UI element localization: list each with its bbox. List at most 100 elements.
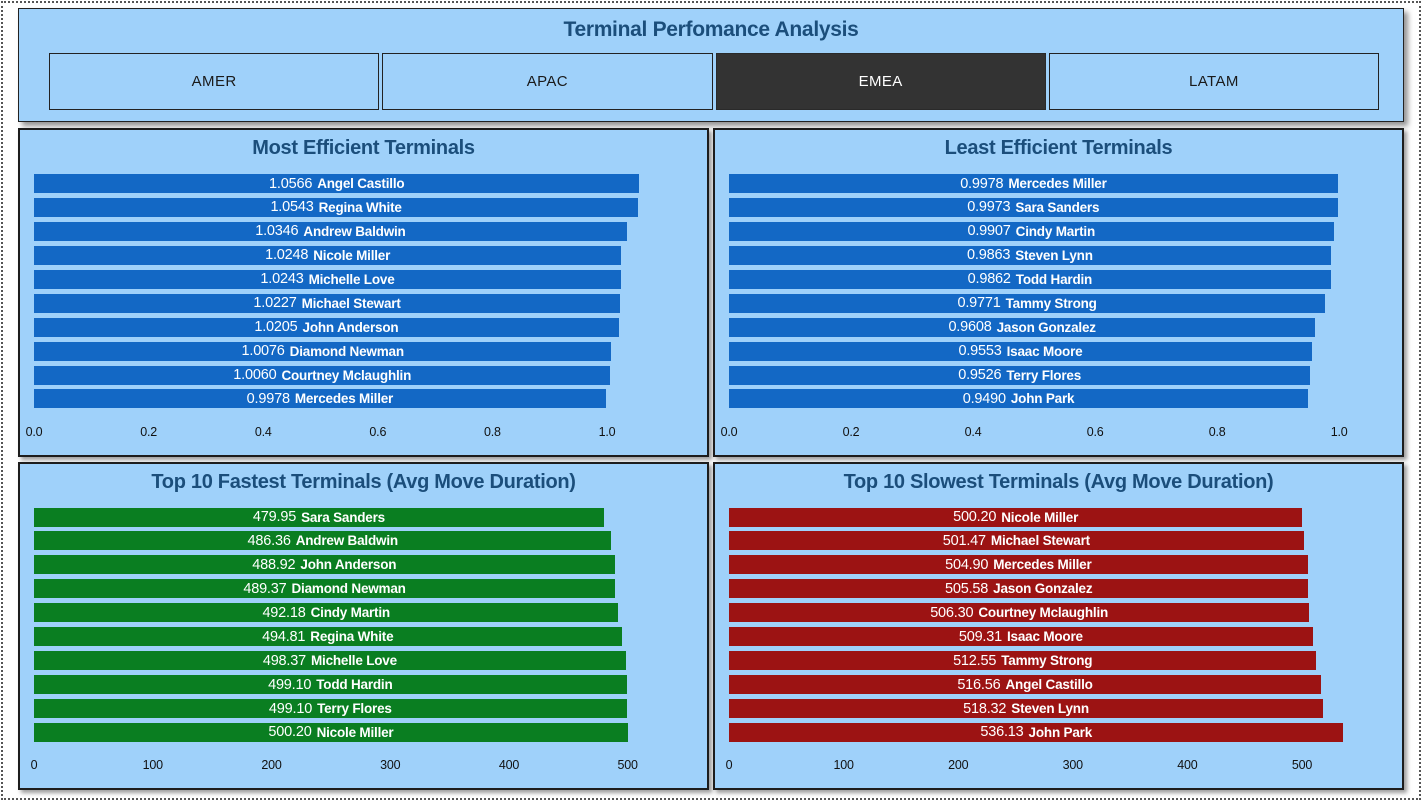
bar[interactable]: 1.0543 Regina White (34, 197, 639, 217)
bar[interactable]: 1.0566 Angel Castillo (34, 174, 640, 193)
bar[interactable]: 479.95 Sara Sanders (34, 507, 604, 527)
axis-tick-label: 200 (261, 758, 282, 772)
axis-tick-label: 100 (142, 758, 163, 772)
bar[interactable]: 488.92 John Anderson (34, 555, 615, 575)
bar[interactable]: 509.31 Isaac Moore (729, 627, 1313, 647)
tab-emea[interactable]: EMEA (715, 53, 1046, 110)
bar[interactable]: 492.18 Cindy Martin (34, 603, 619, 623)
bar[interactable]: 0.9771 Tammy Strong (729, 293, 1326, 313)
bar-value-label: 0.9978 (246, 390, 290, 407)
bar-row: 0.9608 Jason Gonzalez (729, 317, 1388, 337)
bar[interactable]: 0.9862 Todd Hardin (729, 269, 1331, 289)
x-axis: 0.0 0.2 0.4 0.6 0.8 1.0 (26, 425, 693, 441)
bar-plot-area: 0.9978 Mercedes Miller 0.9973 Sara Sanders 0… (729, 174, 1388, 409)
bar-row: 1.0346 Andrew Baldwin (34, 221, 693, 241)
bar[interactable]: 499.10 Todd Hardin (34, 675, 627, 695)
tab-amer[interactable]: AMER (49, 53, 380, 110)
axis-tick-label: 500 (1291, 758, 1313, 772)
chart-title: Top 10 Slowest Terminals (Avg Move Durat… (843, 470, 1274, 493)
bar[interactable]: 0.9526 Terry Flores (729, 365, 1311, 385)
axis-tick-label: 400 (498, 758, 520, 772)
bar[interactable]: 506.30 Courtney Mclaughlin (729, 603, 1310, 623)
bar-value-label: 0.9490 (962, 390, 1006, 407)
bar-value-label: 536.13 (980, 724, 1024, 741)
bar[interactable]: 0.9863 Steven Lynn (729, 245, 1331, 265)
bar-row: 0.9978 Mercedes Miller (729, 174, 1388, 193)
bar-value-label: 518.32 (963, 700, 1007, 717)
bar[interactable]: 505.58 Jason Gonzalez (729, 579, 1309, 599)
chart-title: Most Efficient Terminals (252, 137, 475, 159)
axis-tick-label: 0.2 (842, 424, 860, 439)
bar-value-label: 489.37 (243, 580, 287, 597)
bar-value-label: 1.0543 (270, 199, 314, 216)
bar[interactable]: 498.37 Michelle Love (34, 651, 626, 671)
bar-category-label: Sara Sanders (301, 509, 385, 525)
axis-tick-label: 400 (1177, 758, 1198, 772)
bar-category-label: Michael Stewart (301, 295, 401, 311)
bar-category-label: Isaac Moore (1006, 343, 1083, 359)
x-axis: 0.0 0.2 0.4 0.6 0.8 1.0 (721, 424, 1388, 441)
tab-apac[interactable]: APAC (382, 53, 713, 110)
bar[interactable]: 0.9490 John Park (729, 389, 1309, 409)
bar[interactable]: 1.0227 Michael Stewart (34, 293, 621, 313)
bar-category-label: Todd Hardin (1015, 271, 1093, 287)
tab-latam[interactable]: LATAM (1048, 53, 1379, 110)
bar-row: 501.47 Michael Stewart (729, 531, 1388, 551)
bar-row: 536.13 John Park (729, 722, 1388, 742)
bar-row: 0.9771 Tammy Strong (729, 293, 1388, 313)
bar[interactable]: 501.47 Michael Stewart (729, 531, 1304, 551)
bar[interactable]: 0.9608 Jason Gonzalez (729, 317, 1316, 337)
bar-row: 0.9526 Terry Flores (729, 365, 1388, 385)
bar[interactable]: 1.0248 Nicole Miller (34, 245, 622, 265)
axis-tick-label: 0.0 (25, 424, 43, 439)
bar[interactable]: 0.9553 Isaac Moore (729, 341, 1312, 361)
bar[interactable]: 512.55 Tammy Strong (729, 651, 1317, 671)
chart-panel-slowest-terminals: Top 10 Slowest Terminals (Avg Move Durat… (713, 461, 1404, 790)
bar-value-label: 1.0060 (233, 367, 277, 383)
bar-row: 486.36 Andrew Baldwin (34, 531, 693, 551)
bar-category-label: John Park (1028, 724, 1093, 740)
bar[interactable]: 1.0205 John Anderson (34, 317, 619, 337)
bar[interactable]: 0.9978 Mercedes Miller (729, 174, 1338, 193)
bar[interactable]: 536.13 John Park (729, 722, 1344, 742)
bar-category-label: Mercedes Miller (294, 391, 394, 407)
bar[interactable]: 1.0076 Diamond Newman (34, 341, 612, 361)
bar-row: 0.9907 Cindy Martin (729, 221, 1388, 241)
bar[interactable]: 1.0060 Courtney Mclaughlin (34, 365, 611, 385)
bar[interactable]: 504.90 Mercedes Miller (729, 555, 1308, 575)
bar-row: 498.37 Michelle Love (34, 651, 693, 671)
bar-category-label: Courtney Mclaughlin (281, 367, 412, 383)
bar[interactable]: 486.36 Andrew Baldwin (34, 531, 612, 551)
bar-category-label: Nicole Miller (316, 724, 394, 740)
bar-value-label: 492.18 (262, 604, 306, 621)
bar-plot-area: 500.20 Nicole Miller 501.47 Michael Stewart… (729, 507, 1388, 743)
bar-row: 518.32 Steven Lynn (729, 699, 1388, 718)
bar[interactable]: 0.9978 Mercedes Miller (34, 389, 606, 409)
bar-category-label: Terry Flores (1006, 367, 1082, 383)
axis-tick-label: 0 (725, 758, 733, 772)
bar-value-label: 1.0076 (241, 343, 285, 360)
bar[interactable]: 518.32 Steven Lynn (729, 699, 1324, 718)
bar[interactable]: 0.9907 Cindy Martin (729, 221, 1334, 241)
axis-tick-label: 0 (30, 758, 38, 772)
bar[interactable]: 489.37 Diamond Newman (34, 579, 616, 599)
bar-row: 499.10 Terry Flores (34, 699, 693, 718)
bar[interactable]: 516.56 Angel Castillo (729, 675, 1322, 695)
bar-row: 1.0243 Michelle Love (34, 269, 693, 289)
bar-value-label: 0.9771 (957, 295, 1001, 312)
bar-category-label: Angel Castillo (1005, 677, 1093, 693)
bar-value-label: 500.20 (953, 509, 997, 525)
bar-value-label: 479.95 (252, 509, 297, 525)
bar-category-label: John Anderson (300, 557, 397, 573)
bar[interactable]: 500.20 Nicole Miller (34, 722, 628, 742)
bar-value-label: 0.9526 (958, 367, 1002, 383)
bar-category-label: Jason Gonzalez (993, 581, 1093, 597)
bar[interactable]: 494.81 Regina White (34, 627, 622, 647)
bar[interactable]: 499.10 Terry Flores (34, 699, 627, 718)
bar[interactable]: 1.0243 Michelle Love (34, 269, 621, 289)
bar[interactable]: 1.0346 Andrew Baldwin (34, 221, 627, 241)
bar[interactable]: 500.20 Nicole Miller (729, 507, 1303, 527)
bar[interactable]: 0.9973 Sara Sanders (729, 197, 1338, 217)
bar-row: 1.0205 John Anderson (34, 317, 693, 337)
bar-value-label: 504.90 (945, 556, 989, 573)
